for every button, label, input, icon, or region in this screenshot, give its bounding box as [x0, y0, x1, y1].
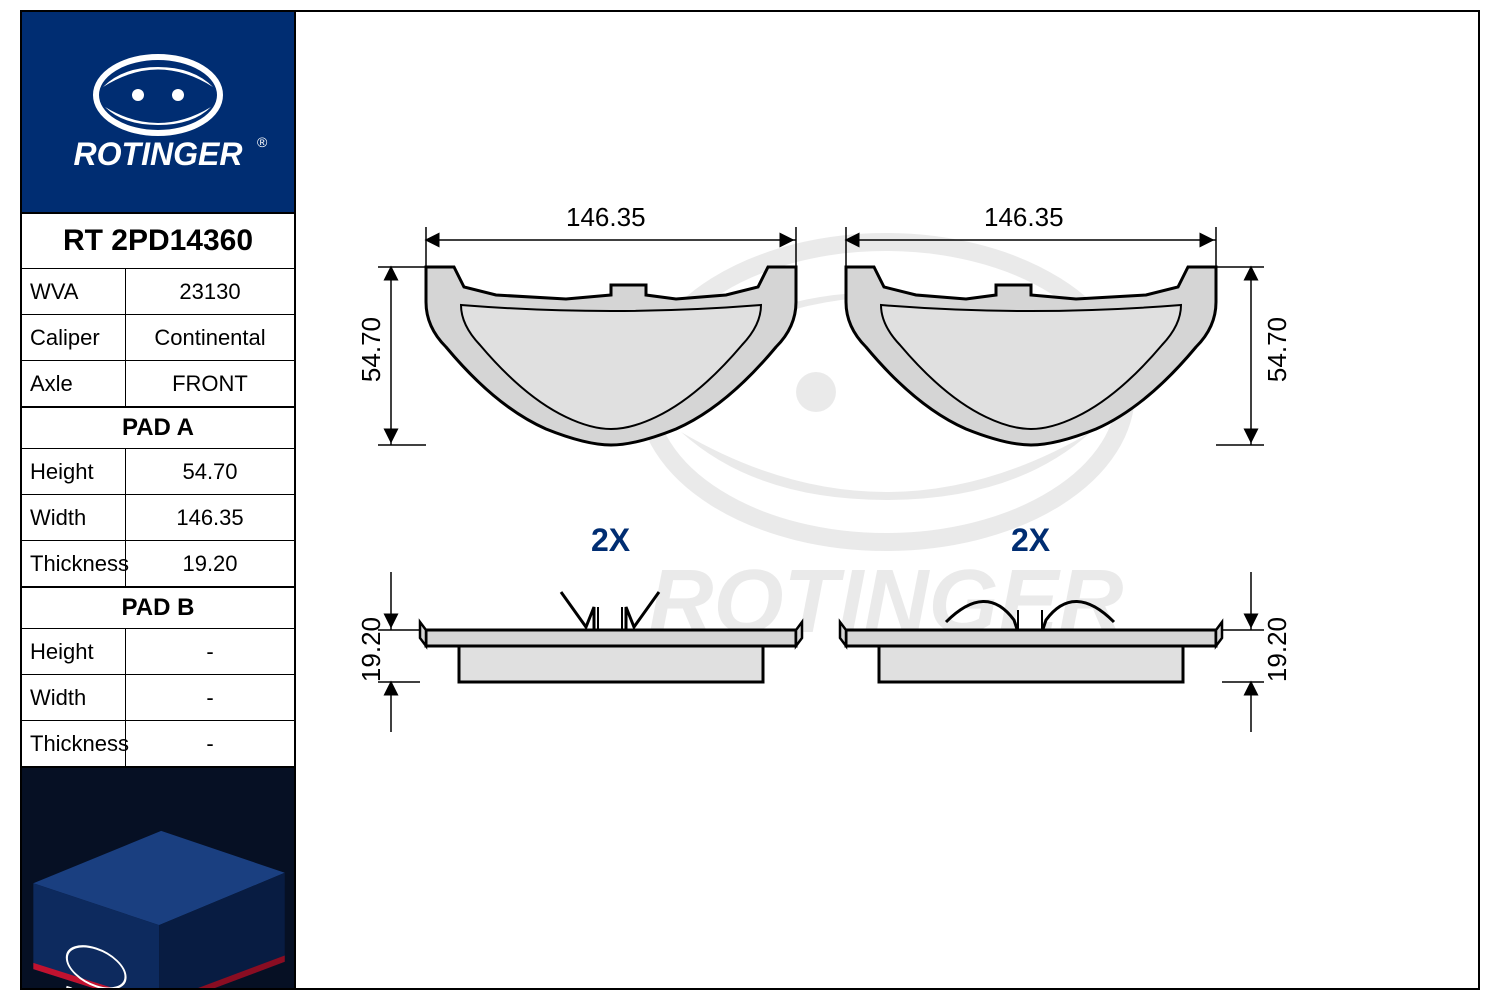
- quantity-left: 2X: [591, 522, 630, 559]
- pad-b-height-label: Height: [22, 629, 126, 674]
- dim-width-right: 146.35: [984, 202, 1064, 233]
- pad-b-thick-value: -: [126, 721, 294, 766]
- pad-a-width-value: 146.35: [126, 495, 294, 540]
- axle-label: Axle: [22, 361, 126, 406]
- axle-value: FRONT: [126, 361, 294, 406]
- technical-drawing: ROTINGER: [296, 12, 1478, 988]
- wva-label: WVA: [22, 269, 126, 314]
- product-box-image: ROTINGER: [22, 766, 294, 988]
- pad-a-thick-value: 19.20: [126, 541, 294, 586]
- rotinger-logo-icon: ROTINGER ®: [43, 47, 273, 177]
- pad-b-width-value: -: [126, 675, 294, 720]
- pad-b-width-label: Width: [22, 675, 126, 720]
- pad-a-thick-label: Thickness: [22, 541, 126, 586]
- dim-thick-right: 19.20: [1262, 617, 1293, 682]
- pad-a-header: PAD A: [22, 406, 294, 448]
- brand-logo-panel: ROTINGER ®: [22, 12, 294, 212]
- part-number: RT 2PD14360: [22, 212, 294, 268]
- brand-name: ROTINGER: [74, 136, 243, 172]
- quantity-right: 2X: [1011, 522, 1050, 559]
- spec-sidebar: ROTINGER ® RT 2PD14360 WVA23130 CaliperC…: [22, 12, 296, 988]
- dim-height-left: 54.70: [356, 317, 387, 382]
- caliper-value: Continental: [126, 315, 294, 360]
- dim-height-right: 54.70: [1262, 317, 1293, 382]
- wva-value: 23130: [126, 269, 294, 314]
- pad-b-thick-label: Thickness: [22, 721, 126, 766]
- dim-thick-left: 19.20: [356, 617, 387, 682]
- pad-a-width-label: Width: [22, 495, 126, 540]
- pad-diagram-svg: [296, 12, 1480, 988]
- pad-a-height-value: 54.70: [126, 449, 294, 494]
- dim-width-left: 146.35: [566, 202, 646, 233]
- svg-text:®: ®: [257, 134, 268, 150]
- caliper-label: Caliper: [22, 315, 126, 360]
- pad-b-height-value: -: [126, 629, 294, 674]
- pad-a-height-label: Height: [22, 449, 126, 494]
- pad-b-header: PAD B: [22, 586, 294, 628]
- datasheet-frame: ROTINGER ® RT 2PD14360 WVA23130 CaliperC…: [20, 10, 1480, 990]
